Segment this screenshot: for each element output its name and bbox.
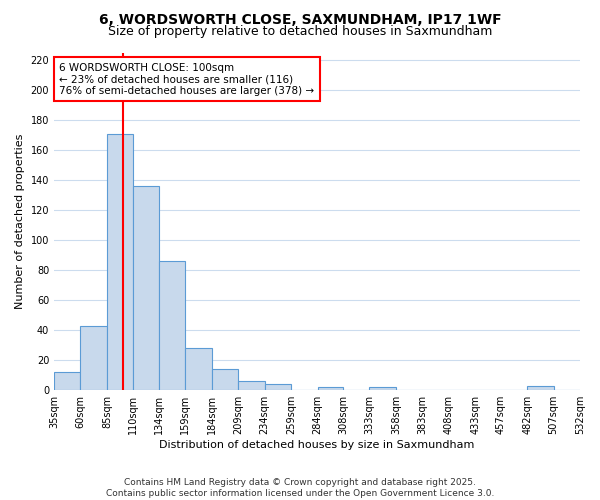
Bar — [159, 261, 185, 390]
Text: Contains HM Land Registry data © Crown copyright and database right 2025.
Contai: Contains HM Land Registry data © Crown c… — [106, 478, 494, 498]
Bar — [80, 326, 107, 390]
Bar — [107, 134, 133, 390]
Text: 6 WORDSWORTH CLOSE: 100sqm
← 23% of detached houses are smaller (116)
76% of sem: 6 WORDSWORTH CLOSE: 100sqm ← 23% of deta… — [59, 62, 314, 96]
X-axis label: Distribution of detached houses by size in Saxmundham: Distribution of detached houses by size … — [160, 440, 475, 450]
Text: 6, WORDSWORTH CLOSE, SAXMUNDHAM, IP17 1WF: 6, WORDSWORTH CLOSE, SAXMUNDHAM, IP17 1W… — [98, 12, 502, 26]
Bar — [527, 386, 554, 390]
Bar — [238, 381, 265, 390]
Y-axis label: Number of detached properties: Number of detached properties — [15, 134, 25, 309]
Bar — [265, 384, 291, 390]
Bar — [212, 369, 238, 390]
Bar — [317, 387, 343, 390]
Text: Size of property relative to detached houses in Saxmundham: Size of property relative to detached ho… — [108, 25, 492, 38]
Bar — [370, 387, 396, 390]
Bar — [185, 348, 212, 390]
Bar — [54, 372, 80, 390]
Bar — [133, 186, 159, 390]
